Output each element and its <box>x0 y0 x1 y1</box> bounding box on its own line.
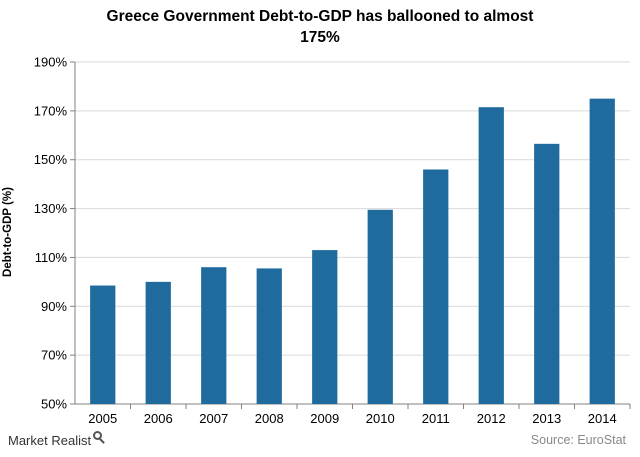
x-tick-label: 2013 <box>532 411 561 426</box>
chart-title-line-2: 175% <box>300 29 340 46</box>
brand-name: Market Realist <box>8 433 92 448</box>
y-tick-label: 70% <box>41 348 67 363</box>
x-tick-label: 2010 <box>366 411 395 426</box>
bar-2007 <box>201 267 227 404</box>
bar-2005 <box>90 285 116 404</box>
bar-2011 <box>423 169 449 404</box>
x-tick-label: 2005 <box>88 411 117 426</box>
chart-title-line-1: Greece Government Debt-to-GDP has balloo… <box>106 8 534 25</box>
brand-logo: Market Realist <box>8 431 103 448</box>
chart-title: Greece Government Debt-to-GDP has balloo… <box>0 6 640 48</box>
x-tick-label: 2011 <box>422 411 450 426</box>
x-tick-label: 2014 <box>588 411 617 426</box>
x-tick-label: 2008 <box>255 411 284 426</box>
y-tick-label: 90% <box>41 299 67 314</box>
x-tick-label: 2009 <box>310 411 339 426</box>
bar-2006 <box>145 281 171 404</box>
bar-2012 <box>478 107 504 404</box>
y-tick-label: 130% <box>34 201 68 216</box>
bar-2010 <box>367 209 393 404</box>
y-tick-label: 150% <box>34 152 68 167</box>
source-note: Source: EuroStat <box>530 433 626 447</box>
bar-2013 <box>534 143 560 405</box>
y-tick-label: 110% <box>35 250 68 265</box>
y-tick-label: 190% <box>34 55 68 70</box>
bar-2009 <box>312 250 338 404</box>
bar-2008 <box>256 268 282 404</box>
bar-2014 <box>589 98 615 405</box>
x-tick-label: 2012 <box>477 411 506 426</box>
y-tick-label: 170% <box>34 103 68 118</box>
y-tick-label: 50% <box>41 397 67 412</box>
magnifier-icon <box>93 431 103 440</box>
x-tick-label: 2007 <box>199 411 228 426</box>
y-axis-label: Debt-to-GDP (%) <box>2 187 14 277</box>
x-tick-label: 2006 <box>144 411 173 426</box>
